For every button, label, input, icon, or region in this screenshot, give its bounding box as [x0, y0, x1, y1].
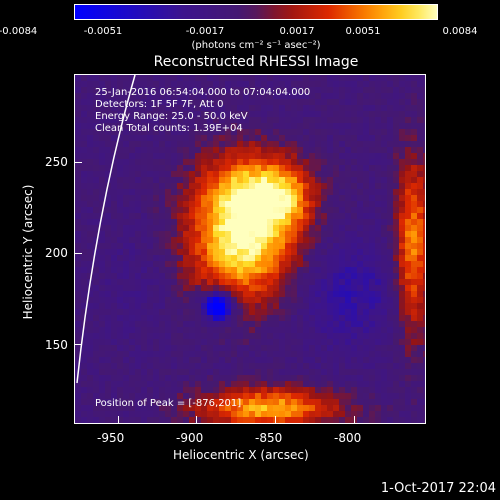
- y-tick-label: 150: [45, 338, 68, 352]
- colorbar: [74, 4, 438, 20]
- y-tick-mark: [74, 344, 82, 345]
- info-time: 25-Jan-2016 06:54:04.000 to 07:04:04.000: [95, 87, 311, 98]
- x-tick-mark: [275, 416, 276, 424]
- colorbar-tick: 0.0051: [345, 26, 381, 37]
- x-tick-mark: [196, 416, 197, 424]
- timestamp: 1-Oct-2017 22:04: [380, 481, 496, 496]
- x-tick-label: -950: [97, 431, 125, 445]
- x-tick-label: -850: [255, 431, 283, 445]
- x-tick-label: -800: [334, 431, 362, 445]
- y-tick-label: 200: [45, 246, 68, 260]
- y-axis-label: Heliocentric Y (arcsec): [21, 184, 35, 320]
- x-tick-mark: [118, 416, 119, 424]
- rhessi-image: 25-Jan-2016 06:54:04.000 to 07:04:04.000…: [74, 74, 426, 424]
- y-tick-mark: [74, 162, 82, 163]
- y-tick-label: 250: [45, 155, 68, 169]
- x-tick-mark: [354, 416, 355, 424]
- colorbar-tick: 0.0017: [279, 26, 315, 37]
- colorbar-unit: (photons cm⁻² s⁻¹ asec⁻²): [191, 40, 321, 51]
- colorbar-tick: -0.0051: [83, 26, 123, 37]
- colorbar-tick: -0.0017: [185, 26, 225, 37]
- image-title: Reconstructed RHESSI Image: [153, 54, 359, 70]
- info-detectors: Detectors: 1F 5F 7F, Att 0: [95, 99, 224, 110]
- colorbar-tick: 0.0084: [442, 26, 478, 37]
- colorbar-tick: -0.0084: [0, 26, 38, 37]
- x-tick-label: -900: [176, 431, 204, 445]
- x-axis-label: Heliocentric X (arcsec): [173, 448, 309, 462]
- limb-curve: [76, 75, 136, 384]
- info-clean: Clean Total counts: 1.39E+04: [95, 123, 243, 134]
- peak-position: Position of Peak = [-876,201]: [95, 398, 242, 409]
- y-tick-mark: [74, 253, 82, 254]
- info-energy: Energy Range: 25.0 - 50.0 keV: [95, 111, 248, 122]
